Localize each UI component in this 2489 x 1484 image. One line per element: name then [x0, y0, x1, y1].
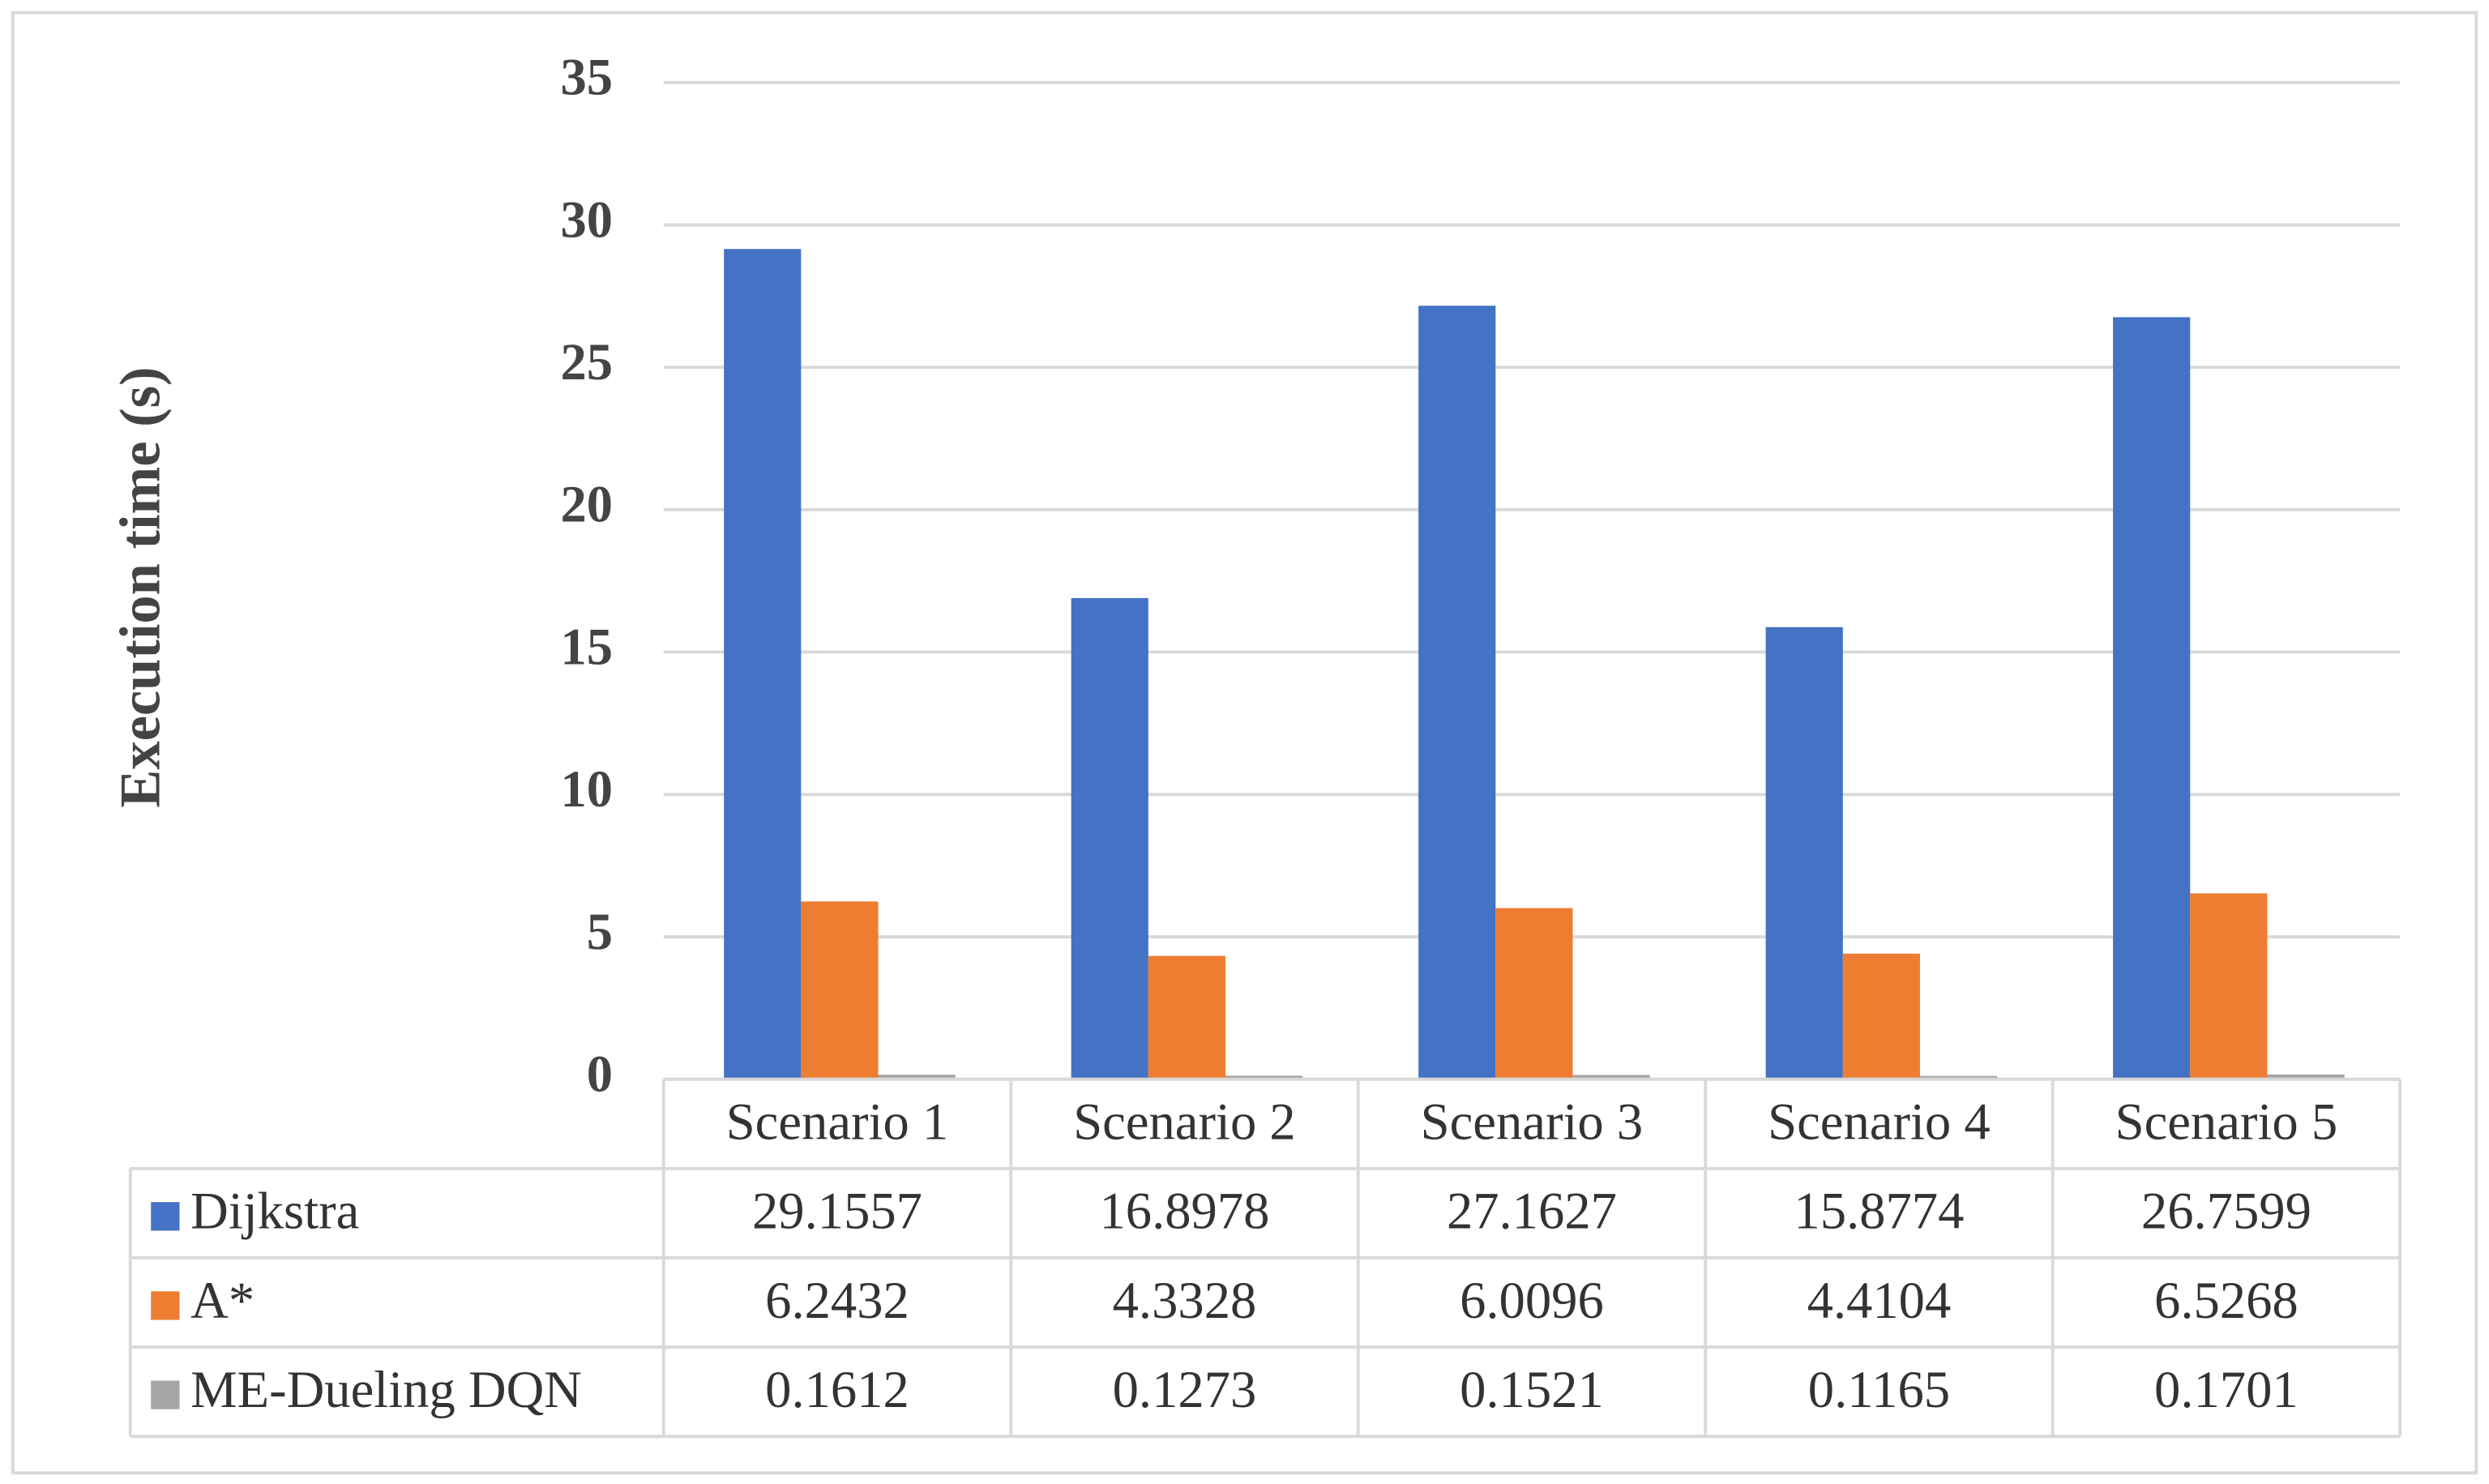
data-label: 29.1557 — [752, 1182, 922, 1240]
data-label: 6.2432 — [765, 1271, 909, 1329]
data-label: 0.1612 — [765, 1360, 909, 1418]
y-tick-label: 0 — [587, 1044, 613, 1102]
bar — [2267, 1074, 2345, 1080]
y-tick-label: 30 — [560, 190, 613, 248]
bar — [1495, 908, 1573, 1080]
data-label: 15.8774 — [1794, 1182, 1964, 1240]
bar — [1842, 953, 1920, 1080]
bar — [1071, 597, 1148, 1080]
y-tick-label: 10 — [560, 759, 613, 818]
bar — [1418, 306, 1496, 1080]
x-tick-label: Scenario 5 — [2115, 1092, 2338, 1150]
x-tick-label: Scenario 3 — [1421, 1092, 1643, 1150]
bar — [1225, 1076, 1303, 1080]
bar — [1919, 1076, 1998, 1080]
chart-frame — [11, 11, 2478, 1475]
data-label: 6.0096 — [1460, 1271, 1604, 1329]
data-label: 0.1273 — [1113, 1360, 1257, 1418]
bar — [878, 1074, 956, 1080]
y-tick-label: 35 — [560, 48, 613, 106]
legend-label: A* — [190, 1271, 254, 1329]
data-label: 16.8978 — [1099, 1182, 1269, 1240]
y-axis-label: Execution time (s) — [109, 366, 173, 807]
legend-label: ME-Dueling DQN — [190, 1360, 582, 1418]
data-label: 27.1627 — [1447, 1182, 1617, 1240]
x-tick-label: Scenario 1 — [726, 1092, 948, 1150]
data-label: 0.1165 — [1808, 1360, 1950, 1418]
data-label: 0.1701 — [2154, 1360, 2299, 1418]
legend-swatch — [151, 1291, 180, 1320]
bar — [1148, 956, 1226, 1080]
y-tick-label: 15 — [560, 617, 613, 675]
legend-label: Dijkstra — [190, 1182, 359, 1240]
data-label: 26.7599 — [2141, 1182, 2312, 1240]
y-tick-label: 20 — [560, 475, 613, 533]
x-tick-label: Scenario 2 — [1073, 1092, 1296, 1150]
data-label: 6.5268 — [2154, 1271, 2299, 1329]
y-tick-label: 5 — [587, 902, 613, 960]
bar — [2190, 893, 2268, 1080]
data-label: 4.3328 — [1113, 1271, 1257, 1329]
bar — [2113, 317, 2191, 1080]
legend-swatch — [151, 1202, 180, 1231]
bar — [1765, 627, 1843, 1080]
bar — [1572, 1075, 1650, 1080]
data-label: 4.4104 — [1807, 1271, 1952, 1329]
legend-swatch — [151, 1380, 180, 1409]
data-label: 0.1521 — [1460, 1360, 1604, 1418]
bar — [724, 249, 802, 1080]
bar — [801, 901, 879, 1080]
x-tick-label: Scenario 4 — [1768, 1092, 1990, 1150]
y-tick-label: 25 — [560, 332, 613, 391]
